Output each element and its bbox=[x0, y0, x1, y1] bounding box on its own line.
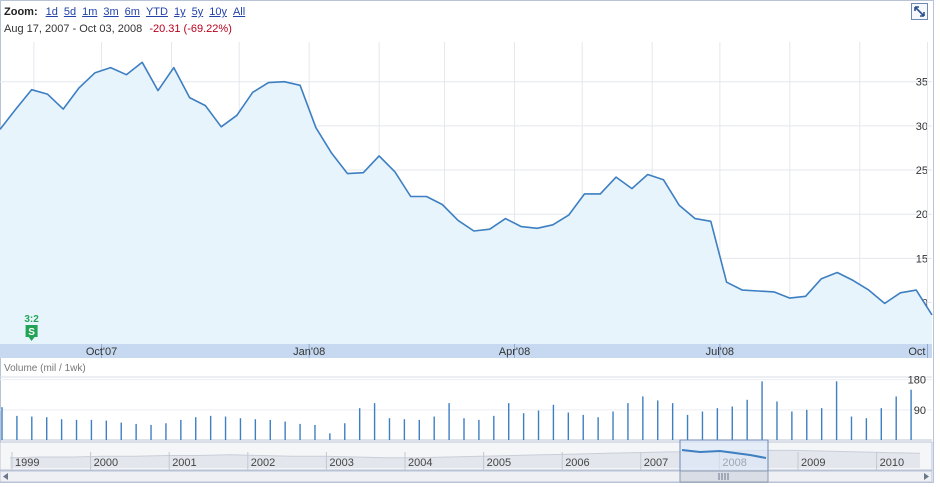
navigator-selected-line bbox=[681, 449, 767, 459]
range-navigator[interactable]: 1999200020012002200320042005200620072008… bbox=[0, 439, 933, 483]
price-plot: 101520253035 bbox=[0, 42, 933, 345]
volume-title: Volume (mil / 1wk) bbox=[4, 363, 86, 374]
zoom-label: Zoom: bbox=[4, 6, 38, 18]
navigator-scrollbar[interactable] bbox=[0, 470, 933, 483]
volume-plot: 90 180 bbox=[0, 375, 932, 441]
date-strip-background bbox=[0, 344, 932, 358]
scroll-grip-icon bbox=[718, 473, 729, 480]
split-flag-icon bbox=[25, 325, 38, 341]
date-range: Aug 17, 2007 - Oct 03, 2008 -20.31 (-69.… bbox=[4, 23, 232, 35]
date-tick-label: Oct bbox=[908, 346, 925, 358]
price-y-tick-label: 15 bbox=[916, 253, 928, 265]
navigator-year-label: 2004 bbox=[408, 457, 432, 469]
navigator-year-label: 2006 bbox=[565, 457, 589, 469]
zoom-5d-link[interactable]: 5d bbox=[63, 6, 77, 18]
scroll-right-arrow-icon[interactable] bbox=[924, 473, 929, 480]
range-change: -20.31 (-69.22%) bbox=[149, 23, 232, 35]
price-y-tick-label: 25 bbox=[916, 165, 928, 177]
split-marker[interactable]: 3:2 S bbox=[24, 314, 39, 341]
zoom-1m-link[interactable]: 1m bbox=[82, 6, 98, 18]
navigator-year-label: 2001 bbox=[172, 457, 196, 469]
navigator-year-label: 2007 bbox=[644, 457, 668, 469]
zoom-ytd-link[interactable]: YTD bbox=[145, 6, 168, 18]
zoom-1y-link[interactable]: 1y bbox=[173, 6, 186, 18]
price-y-tick-label: 20 bbox=[916, 209, 928, 221]
zoom-10y-link[interactable]: 10y bbox=[209, 6, 227, 18]
split-icon-letter: S bbox=[28, 327, 35, 338]
scroll-left-arrow-icon[interactable] bbox=[3, 473, 8, 480]
split-ratio-label: 3:2 bbox=[24, 314, 39, 325]
price-line bbox=[0, 61, 933, 316]
date-axis-strip: Oct'07 Jan'08 Apr'08 Jul'08 Oct bbox=[0, 344, 932, 358]
price-area-fill bbox=[0, 62, 932, 345]
price-y-tick-label: 35 bbox=[916, 77, 928, 89]
zoom-3m-link[interactable]: 3m bbox=[103, 6, 119, 18]
zoom-all-link[interactable]: All bbox=[232, 6, 246, 18]
navigator-year-label: 2009 bbox=[801, 457, 825, 469]
date-tick-label: Oct'07 bbox=[86, 346, 117, 358]
expand-icon bbox=[914, 6, 925, 17]
navigator-year-label: 2003 bbox=[329, 457, 353, 469]
zoom-1d-link[interactable]: 1d bbox=[45, 6, 58, 18]
zoom-5y-link[interactable]: 5y bbox=[191, 6, 204, 18]
volume-y-tick-label: 90 bbox=[914, 405, 926, 417]
navigator-year-label: 2005 bbox=[487, 457, 511, 469]
date-tick-label: Apr'08 bbox=[499, 346, 530, 358]
range-start: Aug 17, 2007 bbox=[4, 23, 70, 35]
price-y-tick-label: 30 bbox=[916, 121, 928, 133]
navigator-year-label: 2010 bbox=[880, 457, 904, 469]
zoom-6m-link[interactable]: 6m bbox=[124, 6, 140, 18]
expand-button[interactable] bbox=[911, 3, 928, 20]
zoom-toolbar: Zoom: 1d 5d 1m 3m 6m YTD 1y 5y 10y All bbox=[4, 5, 245, 19]
navigator-year-label: 2000 bbox=[94, 457, 118, 469]
navigator-scroll-thumb[interactable] bbox=[679, 470, 769, 483]
date-tick-label: Jan'08 bbox=[293, 346, 325, 358]
range-separator: - bbox=[72, 23, 77, 35]
date-tick-label: Jul'08 bbox=[706, 346, 734, 358]
navigator-year-label: 1999 bbox=[15, 457, 39, 469]
navigator-year-label: 2002 bbox=[251, 457, 275, 469]
volume-y-tick-label: 180 bbox=[908, 375, 926, 387]
range-end: Oct 03, 2008 bbox=[79, 23, 143, 35]
